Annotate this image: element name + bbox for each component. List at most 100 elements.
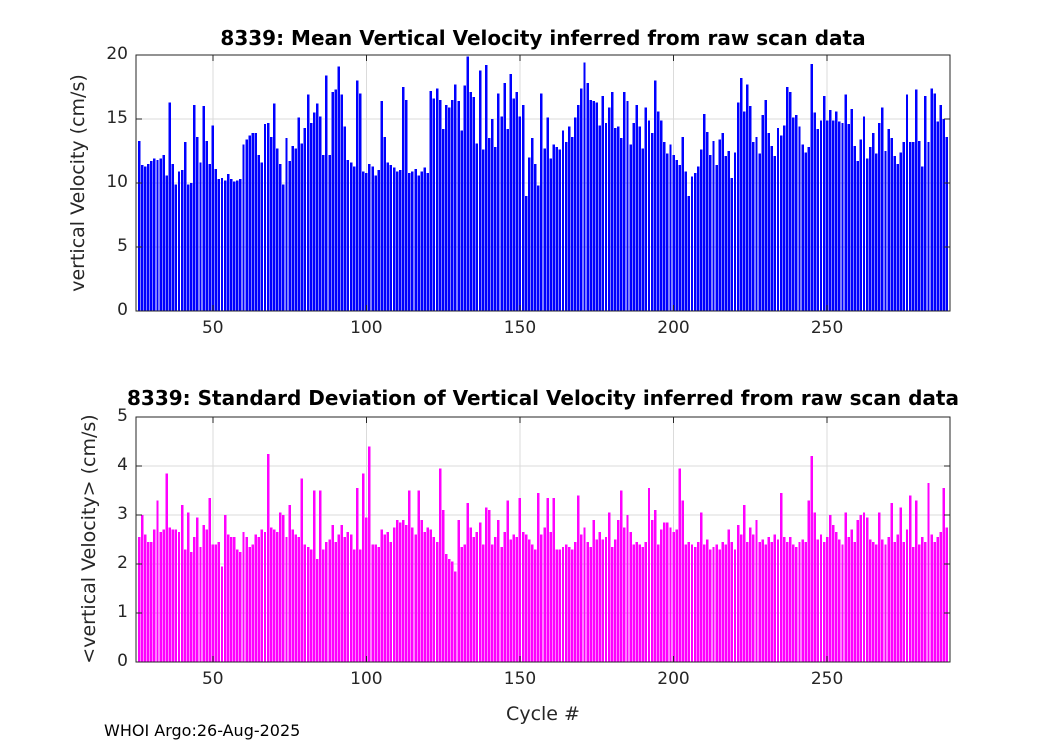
bar [312, 112, 316, 311]
bar [183, 142, 187, 311]
bar [524, 195, 528, 311]
bar [469, 527, 473, 662]
bar [770, 145, 774, 311]
bar [746, 541, 749, 662]
bar [196, 517, 199, 662]
bar [801, 144, 804, 311]
bar [733, 549, 737, 662]
bar [678, 165, 681, 311]
bar [844, 512, 847, 662]
bar [457, 101, 460, 311]
bar [331, 524, 334, 662]
bar [445, 554, 448, 662]
bar [534, 163, 537, 311]
bar [942, 119, 946, 311]
bar [395, 171, 399, 311]
bar [319, 116, 322, 311]
bar [789, 92, 792, 312]
bar [911, 142, 915, 311]
bar [432, 98, 436, 312]
bar [656, 111, 660, 311]
bar [279, 163, 282, 311]
bar [193, 537, 196, 662]
bar [359, 93, 362, 312]
bar [555, 147, 559, 311]
bar [595, 102, 598, 311]
bar [340, 524, 344, 662]
bar [675, 529, 678, 662]
bar [294, 534, 297, 662]
bar [933, 541, 936, 662]
bar [343, 537, 347, 662]
bar [739, 78, 743, 311]
bar [583, 62, 586, 312]
bar [927, 142, 930, 311]
bar [226, 534, 230, 662]
bar [531, 138, 534, 311]
bar [140, 515, 144, 662]
bar [865, 517, 869, 662]
mean-chart-title: 8339: Mean Vertical Velocity inferred fr… [220, 26, 866, 50]
bar [417, 175, 420, 311]
bar [896, 534, 900, 662]
bar [690, 544, 694, 662]
bar [515, 537, 519, 662]
bar [196, 136, 199, 311]
bar [180, 170, 184, 311]
bar [712, 140, 715, 311]
bar [337, 534, 340, 662]
bar [699, 149, 703, 311]
bar [291, 529, 294, 662]
bar [306, 546, 310, 662]
bar [435, 541, 439, 662]
bar [159, 158, 162, 311]
bar [755, 519, 758, 662]
bar [641, 546, 645, 662]
bar [312, 490, 316, 662]
bar [742, 111, 746, 311]
bar [438, 99, 442, 311]
bar [785, 87, 789, 311]
bar [570, 136, 574, 311]
bar [352, 549, 356, 662]
bar [451, 561, 454, 662]
bar [463, 544, 466, 662]
bar [847, 537, 850, 662]
bar [220, 177, 224, 311]
bar [629, 144, 632, 311]
bar [248, 135, 251, 311]
bar [776, 127, 780, 312]
bar [810, 456, 813, 662]
bar [730, 177, 734, 311]
bar [764, 99, 767, 311]
bar [242, 144, 245, 311]
bar [156, 159, 159, 311]
bar [515, 92, 519, 312]
bar [816, 129, 820, 311]
bar [804, 541, 807, 662]
bar [297, 117, 301, 311]
std-chart-y-axis-label: <vertical Velocity> (cm/s) [78, 414, 100, 664]
bar [792, 117, 795, 311]
bar [168, 102, 172, 311]
y-tick-label: 20 [106, 44, 128, 64]
bar [531, 544, 534, 662]
bar [349, 162, 353, 311]
bar [402, 87, 405, 311]
bar [721, 133, 724, 311]
bar [374, 175, 377, 311]
bar [580, 88, 583, 311]
y-tick-label: 10 [106, 172, 128, 192]
bar [349, 534, 353, 662]
bar [362, 473, 365, 662]
bar [546, 497, 549, 662]
bar [524, 534, 528, 662]
bar [724, 156, 727, 311]
bar [905, 94, 909, 312]
bar [285, 537, 288, 662]
bar [214, 168, 218, 311]
bar [884, 544, 887, 662]
bar [254, 133, 258, 311]
bar [798, 541, 801, 662]
